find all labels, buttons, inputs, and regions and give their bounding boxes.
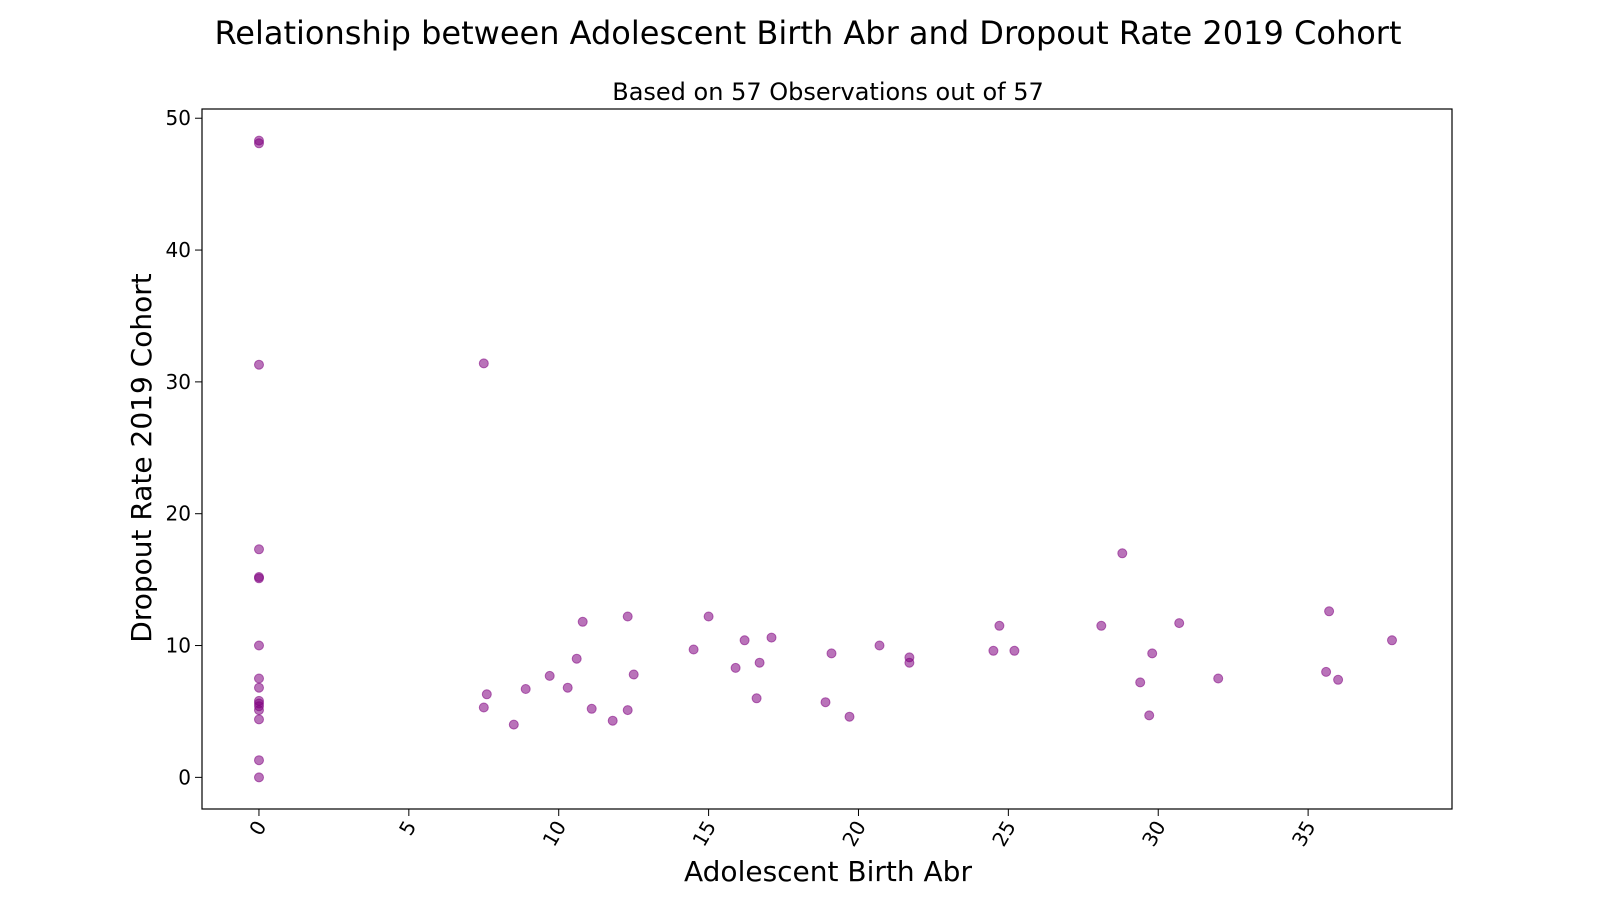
y-tick-label: 40 [166,238,191,262]
data-point [1147,648,1158,659]
y-tick-label: 20 [166,502,191,526]
x-tick-label: 25 [987,817,1021,851]
data-point [826,648,837,659]
data-point [622,705,633,716]
data-point [1321,666,1332,677]
x-tick-label: 0 [244,817,271,840]
data-point [520,684,531,694]
data-point [739,635,750,646]
x-tick-label: 30 [1137,817,1171,851]
data-point [703,611,714,622]
y-tick-label: 50 [166,106,191,130]
data-point [478,358,489,369]
data-point [254,359,264,370]
data-point [481,689,492,700]
data-point [254,714,264,725]
data-point [577,616,588,627]
data-point [1096,620,1107,631]
data-point [508,719,519,730]
data-point [1144,710,1155,721]
data-point [254,640,264,651]
y-tick-label: 0 [178,765,191,789]
data-point [254,138,264,149]
data-point [904,657,915,668]
x-tick-label: 10 [538,817,572,851]
data-point [688,644,699,655]
y-tick-label: 10 [166,634,191,658]
data-point [254,682,264,693]
ticks-layer: 0 5 10 15 20 25 30 35 0 10 20 30 40 50 [166,106,1321,850]
data-point [254,573,264,584]
data-point [1117,548,1128,559]
plot-frame [201,108,1453,810]
data-point [544,670,555,681]
data-point [254,705,264,716]
data-point [254,755,264,766]
y-tick-label: 30 [166,370,191,394]
data-point [1009,645,1020,656]
data-point [586,703,597,714]
data-point [730,662,741,673]
data-point [766,632,777,643]
data-point [254,544,264,555]
x-tick-label: 20 [837,817,871,851]
data-point [254,673,264,684]
data-point [844,711,855,722]
data-point [1324,606,1335,617]
data-point [751,693,762,704]
data-point [628,669,639,680]
data-point [874,640,885,651]
data-point [988,645,999,656]
data-point [478,702,489,713]
data-point [1333,674,1344,685]
chart-subtitle: Based on 57 Observations out of 57 [612,78,1044,106]
chart-title: Relationship between Adolescent Birth Ab… [214,14,1401,52]
data-point [994,620,1005,631]
x-tick-label: 15 [687,817,721,851]
data-point [1174,618,1185,629]
data-point [607,715,618,726]
data-point [1213,673,1224,684]
data-point [562,682,573,693]
x-tick-label: 5 [394,817,421,840]
y-axis-label: Dropout Rate 2019 Cohort [125,273,158,642]
data-point [754,657,765,668]
x-axis-label: Adolescent Birth Abr [684,855,972,888]
data-point [254,772,264,783]
data-point [622,611,633,622]
data-point [1135,677,1146,688]
data-point [1387,635,1397,646]
data-point [571,653,582,664]
points-layer [254,135,1397,783]
x-tick-label: 35 [1287,817,1321,851]
data-point [820,697,831,708]
